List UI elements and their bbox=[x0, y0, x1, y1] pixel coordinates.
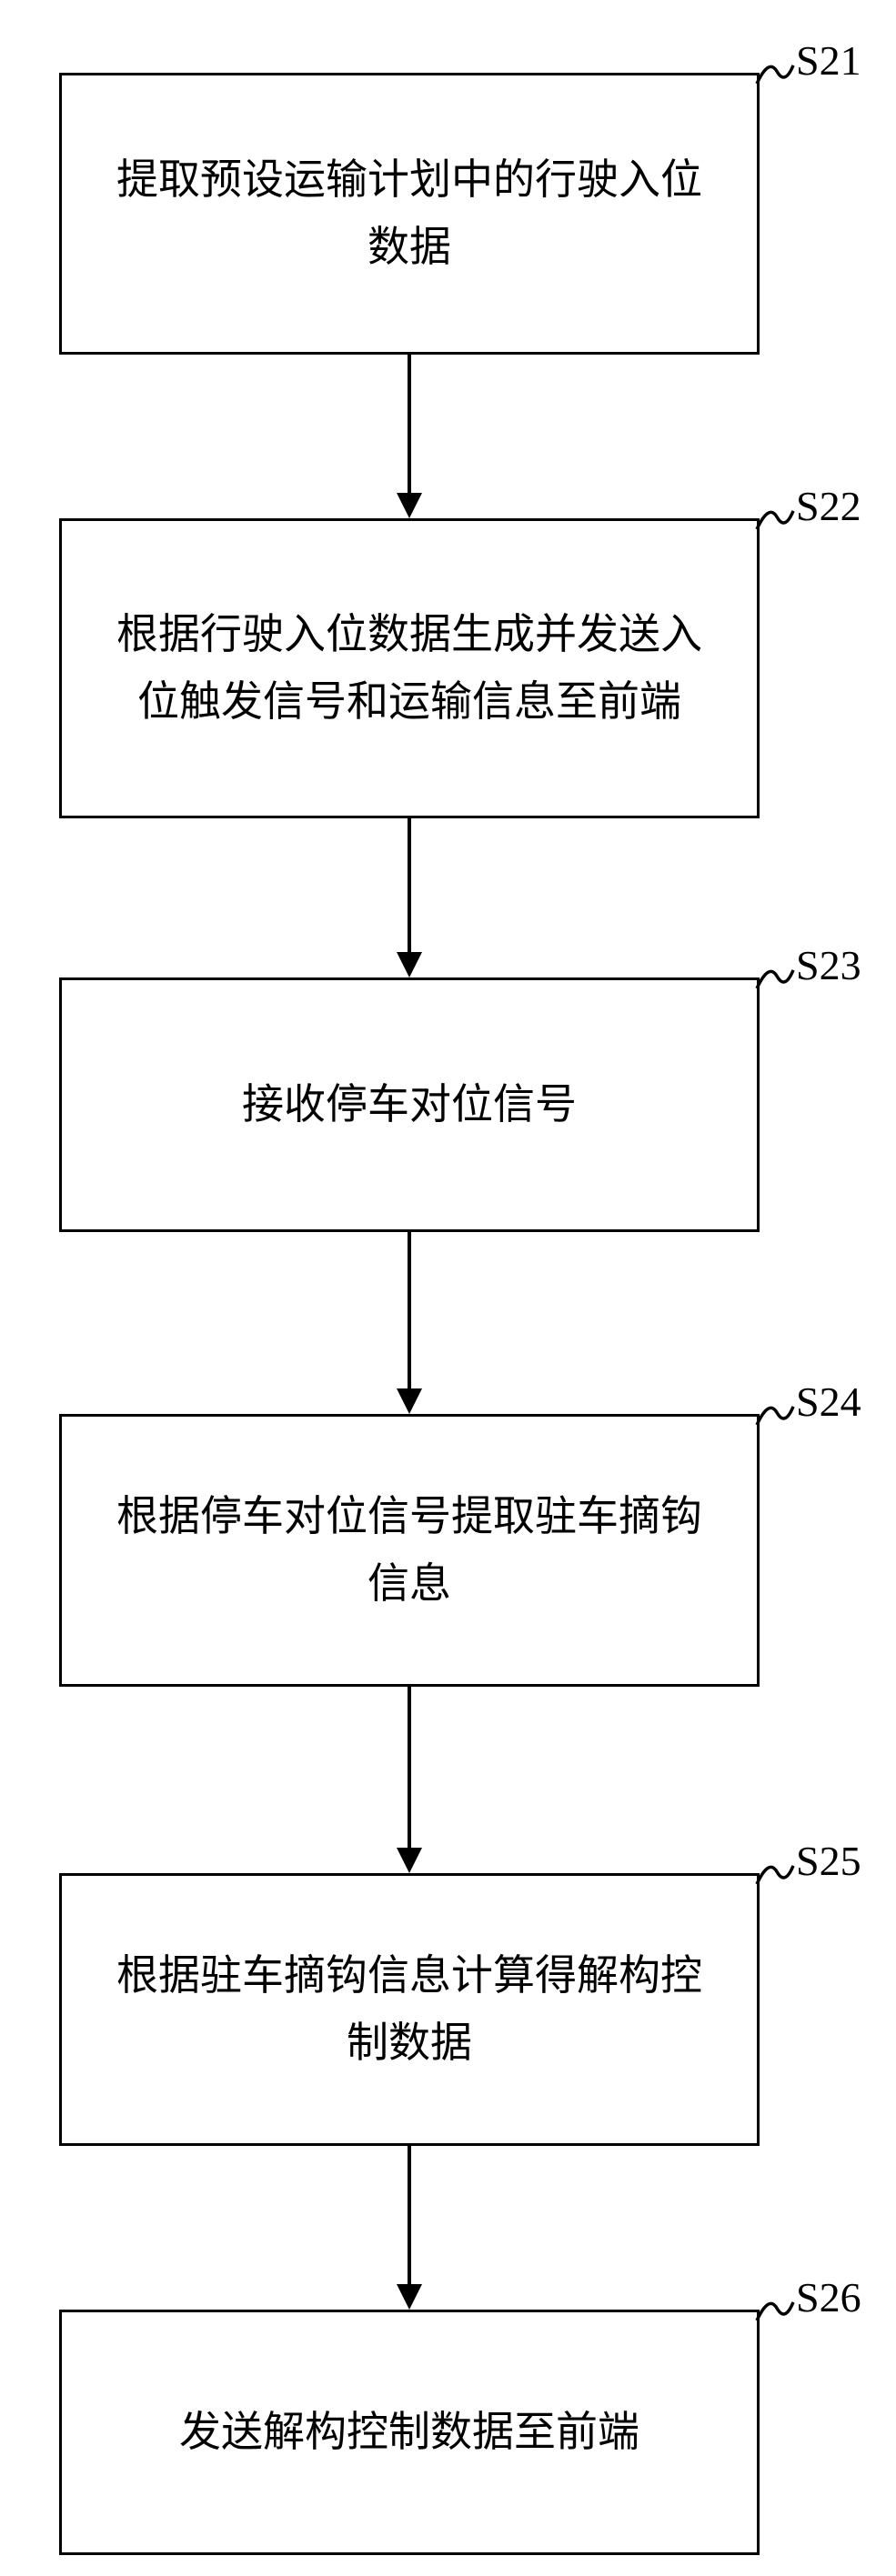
arrow-head-3 bbox=[397, 1848, 422, 1873]
step-box-s21: 提取预设运输计划中的行驶入位数据 bbox=[59, 73, 760, 355]
step-label-s21: S21 bbox=[796, 36, 861, 85]
arrow-head-0 bbox=[397, 493, 422, 518]
label-curve-s24 bbox=[755, 1396, 795, 1427]
label-curve-s26 bbox=[755, 2291, 795, 2322]
label-curve-s25 bbox=[755, 1855, 795, 1886]
step-text: 接收停车对位信号 bbox=[242, 1071, 577, 1138]
flowchart-canvas: 提取预设运输计划中的行驶入位数据 S21 根据行驶入位数据生成并发送入位触发信号和运… bbox=[0, 0, 896, 2576]
step-label-s26: S26 bbox=[796, 2273, 861, 2321]
arrow-line-1 bbox=[408, 818, 411, 954]
step-text: 提取预设运输计划中的行驶入位数据 bbox=[98, 146, 720, 280]
step-box-s25: 根据驻车摘钩信息计算得解构控制数据 bbox=[59, 1873, 760, 2146]
step-text: 根据停车对位信号提取驻车摘钩信息 bbox=[98, 1483, 720, 1617]
step-label-s22: S22 bbox=[796, 482, 861, 530]
label-curve-s23 bbox=[755, 959, 795, 990]
arrow-head-2 bbox=[397, 1388, 422, 1414]
arrow-head-1 bbox=[397, 952, 422, 977]
step-box-s22: 根据行驶入位数据生成并发送入位触发信号和运输信息至前端 bbox=[59, 518, 760, 818]
step-label-s24: S24 bbox=[796, 1378, 861, 1426]
label-curve-s21 bbox=[755, 55, 795, 85]
step-box-s23: 接收停车对位信号 bbox=[59, 977, 760, 1232]
arrow-line-3 bbox=[408, 1687, 411, 1849]
arrow-head-4 bbox=[397, 2284, 422, 2310]
step-text: 根据行驶入位数据生成并发送入位触发信号和运输信息至前端 bbox=[98, 601, 720, 735]
arrow-line-4 bbox=[408, 2146, 411, 2286]
step-text: 根据驻车摘钩信息计算得解构控制数据 bbox=[98, 1942, 720, 2076]
label-curve-s22 bbox=[755, 500, 795, 531]
arrow-line-0 bbox=[408, 355, 411, 495]
step-box-s24: 根据停车对位信号提取驻车摘钩信息 bbox=[59, 1414, 760, 1687]
step-label-s25: S25 bbox=[796, 1837, 861, 1885]
arrow-line-2 bbox=[408, 1232, 411, 1390]
step-label-s23: S23 bbox=[796, 941, 861, 989]
step-text: 发送解构控制数据至前端 bbox=[179, 2399, 639, 2466]
step-box-s26: 发送解构控制数据至前端 bbox=[59, 2310, 760, 2555]
